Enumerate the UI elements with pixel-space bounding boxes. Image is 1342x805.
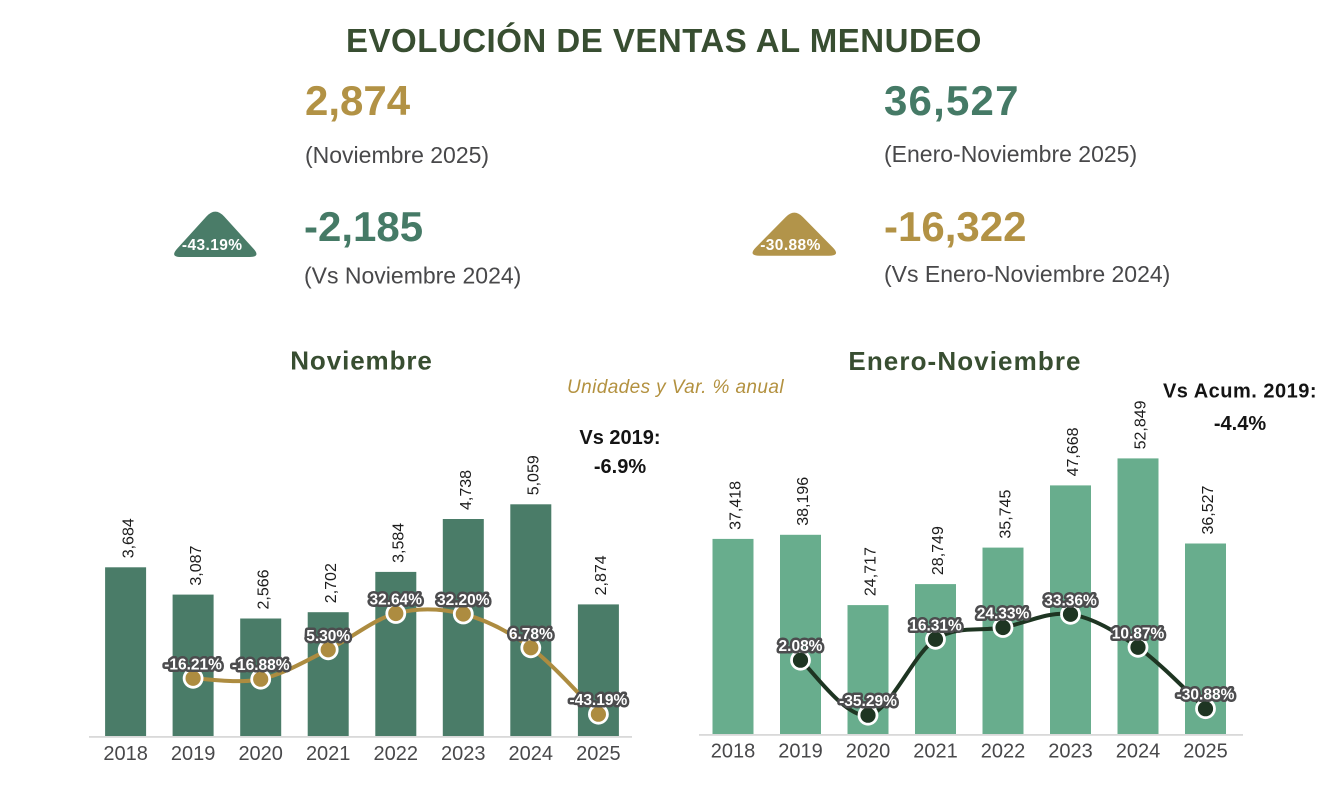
svg-text:2020: 2020 bbox=[238, 743, 283, 765]
svg-text:2025: 2025 bbox=[576, 743, 621, 765]
svg-text:-4.4%: -4.4% bbox=[1214, 413, 1266, 435]
svg-text:Unidades y Var. % anual: Unidades y Var. % anual bbox=[567, 377, 784, 398]
svg-text:2019: 2019 bbox=[171, 743, 216, 765]
svg-text:33.36%: 33.36% bbox=[1044, 592, 1097, 609]
svg-text:5,059: 5,059 bbox=[526, 455, 543, 495]
svg-text:2022: 2022 bbox=[981, 741, 1026, 763]
svg-text:36,527: 36,527 bbox=[1200, 485, 1217, 534]
svg-text:2,874: 2,874 bbox=[593, 555, 610, 595]
svg-text:4,738: 4,738 bbox=[458, 470, 475, 510]
svg-text:Enero-Noviembre: Enero-Noviembre bbox=[848, 346, 1081, 376]
svg-text:36,527: 36,527 bbox=[884, 77, 1020, 124]
svg-text:3,087: 3,087 bbox=[188, 545, 205, 585]
svg-text:2025: 2025 bbox=[1183, 741, 1228, 763]
svg-text:EVOLUCIÓN DE VENTAS AL MENUDEO: EVOLUCIÓN DE VENTAS AL MENUDEO bbox=[346, 22, 982, 59]
svg-text:3,684: 3,684 bbox=[120, 518, 137, 558]
svg-text:-2,185: -2,185 bbox=[304, 203, 423, 250]
svg-text:2024: 2024 bbox=[509, 743, 554, 765]
svg-text:10.87%: 10.87% bbox=[1112, 625, 1165, 642]
svg-text:-16.88%: -16.88% bbox=[232, 657, 290, 674]
svg-text:-30.88%: -30.88% bbox=[760, 237, 821, 254]
svg-text:-16,322: -16,322 bbox=[884, 203, 1026, 250]
svg-text:2024: 2024 bbox=[1116, 741, 1161, 763]
svg-text:6.78%: 6.78% bbox=[509, 626, 553, 643]
svg-text:(Noviembre 2025): (Noviembre 2025) bbox=[305, 142, 489, 168]
svg-text:2023: 2023 bbox=[1048, 741, 1093, 763]
svg-text:38,196: 38,196 bbox=[795, 477, 812, 526]
svg-text:2018: 2018 bbox=[103, 743, 148, 765]
svg-text:37,418: 37,418 bbox=[728, 481, 745, 530]
svg-text:-16.21%: -16.21% bbox=[164, 656, 222, 673]
svg-text:32.20%: 32.20% bbox=[437, 592, 490, 609]
svg-text:28,749: 28,749 bbox=[930, 526, 947, 575]
svg-text:(Vs Enero-Noviembre 2024): (Vs Enero-Noviembre 2024) bbox=[884, 261, 1170, 287]
svg-text:-30.88%: -30.88% bbox=[1177, 687, 1235, 704]
svg-text:24,717: 24,717 bbox=[863, 547, 880, 596]
svg-text:5.30%: 5.30% bbox=[306, 628, 350, 645]
svg-text:Vs 2019:: Vs 2019: bbox=[579, 427, 660, 449]
svg-text:Noviembre: Noviembre bbox=[290, 346, 432, 376]
svg-text:(Enero-Noviembre 2025): (Enero-Noviembre 2025) bbox=[884, 141, 1137, 167]
svg-text:24.33%: 24.33% bbox=[977, 606, 1030, 623]
svg-text:-6.9%: -6.9% bbox=[594, 456, 646, 478]
svg-text:2,566: 2,566 bbox=[255, 569, 272, 609]
svg-text:35,745: 35,745 bbox=[998, 490, 1015, 539]
svg-text:2,702: 2,702 bbox=[323, 563, 340, 603]
svg-text:Vs Acum. 2019:: Vs Acum. 2019: bbox=[1163, 381, 1317, 403]
svg-text:-43.19%: -43.19% bbox=[570, 692, 628, 709]
svg-text:3,584: 3,584 bbox=[391, 523, 408, 563]
svg-text:32.64%: 32.64% bbox=[370, 592, 423, 609]
svg-text:(Vs Noviembre 2024): (Vs Noviembre 2024) bbox=[304, 263, 521, 289]
svg-text:16.31%: 16.31% bbox=[909, 617, 962, 634]
svg-text:47,668: 47,668 bbox=[1065, 427, 1082, 476]
svg-text:-43.19%: -43.19% bbox=[182, 237, 243, 254]
svg-text:2020: 2020 bbox=[846, 741, 891, 763]
svg-text:2021: 2021 bbox=[913, 741, 958, 763]
svg-text:2022: 2022 bbox=[374, 743, 419, 765]
svg-text:2018: 2018 bbox=[711, 741, 756, 763]
svg-text:2019: 2019 bbox=[778, 741, 823, 763]
svg-text:2023: 2023 bbox=[441, 743, 486, 765]
svg-text:52,849: 52,849 bbox=[1133, 400, 1150, 449]
svg-text:2.08%: 2.08% bbox=[779, 638, 823, 655]
svg-text:-35.29%: -35.29% bbox=[839, 693, 897, 710]
svg-text:2,874: 2,874 bbox=[305, 77, 411, 124]
svg-text:2021: 2021 bbox=[306, 743, 351, 765]
